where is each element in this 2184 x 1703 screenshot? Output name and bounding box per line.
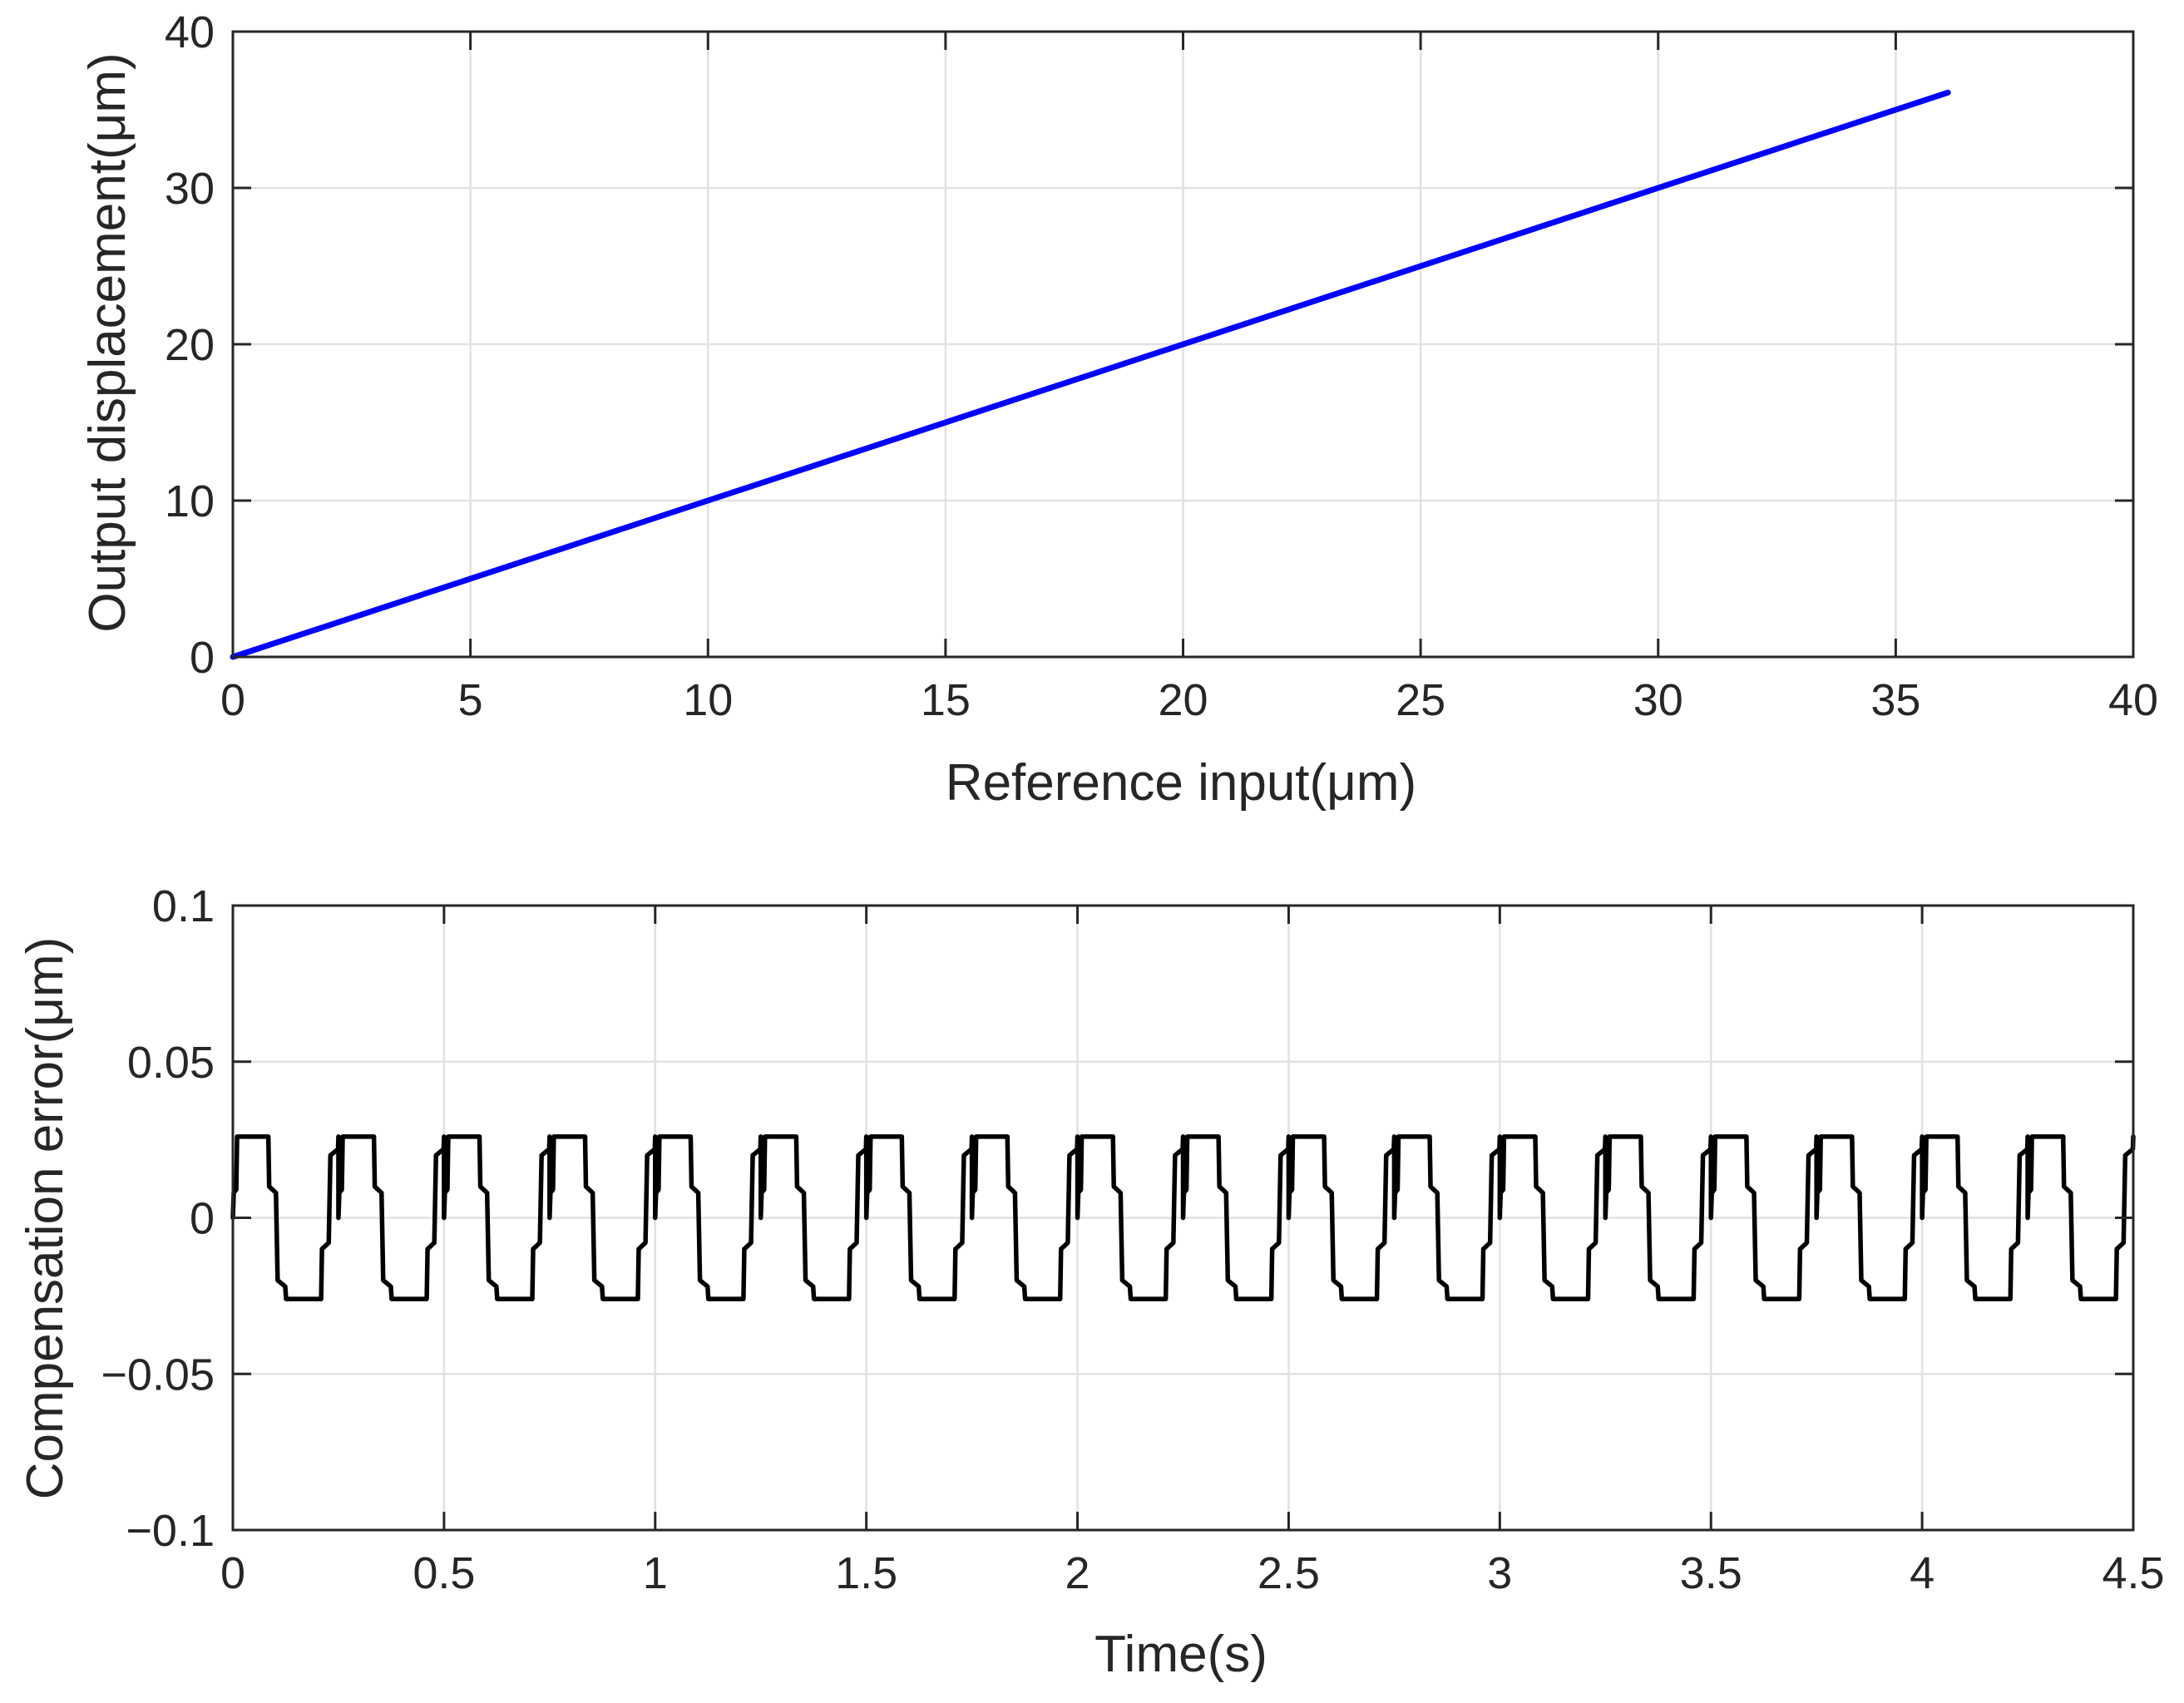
x-axis-label: Time(s) (1094, 1626, 1267, 1683)
x-axis-label: Reference input(μm) (946, 754, 1416, 812)
x-tick-label: 15 (921, 675, 971, 725)
x-tick-label: 0.5 (413, 1548, 475, 1598)
y-tick-label: 0 (190, 633, 215, 683)
chart-top: 0 5 10 15 20 25 30 35 40 0 10 20 30 40 R… (79, 7, 2158, 812)
y-tick-label: −0.1 (126, 1506, 215, 1556)
x-tick-label: 1 (643, 1548, 668, 1598)
x-tick-label: 4.5 (2102, 1548, 2164, 1598)
chart-top-tick-marks (231, 30, 2135, 659)
series-line (230, 89, 1951, 660)
chart-bottom-x-tick-labels: 0 0.5 1 1.5 2 2.5 3 3.5 4 4.5 (220, 1548, 2165, 1598)
x-tick-label: 4 (1910, 1548, 1934, 1598)
y-axis-label: Compensation error(μm) (17, 937, 74, 1500)
chart-top-series (230, 89, 1951, 660)
x-tick-label: 40 (2108, 675, 2158, 725)
x-tick-label: 2.5 (1258, 1548, 1320, 1598)
x-tick-label: 30 (1633, 675, 1683, 725)
y-tick-label: 30 (165, 164, 215, 214)
chart-bottom: 0 0.5 1 1.5 2 2.5 3 3.5 4 4.5 −0.1 −0.05… (17, 881, 2165, 1683)
x-tick-label: 20 (1158, 675, 1208, 725)
y-axis-label: Output displacement(μm) (79, 52, 136, 632)
series-line (230, 1134, 2136, 1301)
x-tick-label: 5 (458, 675, 483, 725)
x-tick-label: 35 (1870, 675, 1920, 725)
y-tick-label: 0 (190, 1194, 215, 1244)
x-tick-label: 25 (1396, 675, 1445, 725)
y-tick-label: 20 (165, 320, 215, 370)
y-tick-label: 0.1 (152, 881, 215, 931)
x-tick-label: 3 (1487, 1548, 1512, 1598)
x-tick-label: 3.5 (1680, 1548, 1742, 1598)
x-tick-label: 2 (1065, 1548, 1090, 1598)
x-tick-label: 1.5 (835, 1548, 897, 1598)
x-tick-label: 0 (220, 675, 245, 725)
y-tick-label: −0.05 (101, 1350, 215, 1399)
chart-top-x-tick-labels: 0 5 10 15 20 25 30 35 40 (220, 675, 2158, 725)
chart-top-y-tick-labels: 0 10 20 30 40 (165, 7, 215, 683)
y-tick-label: 40 (165, 7, 215, 57)
chart-bottom-y-tick-labels: −0.1 −0.05 0 0.05 0.1 (101, 881, 215, 1556)
y-tick-label: 10 (165, 476, 215, 526)
x-tick-label: 10 (683, 675, 733, 725)
x-tick-label: 0 (220, 1548, 245, 1598)
chart-bottom-series (230, 1134, 2136, 1301)
y-tick-label: 0.05 (127, 1038, 215, 1088)
chart-bottom-tick-marks (231, 904, 2135, 1532)
